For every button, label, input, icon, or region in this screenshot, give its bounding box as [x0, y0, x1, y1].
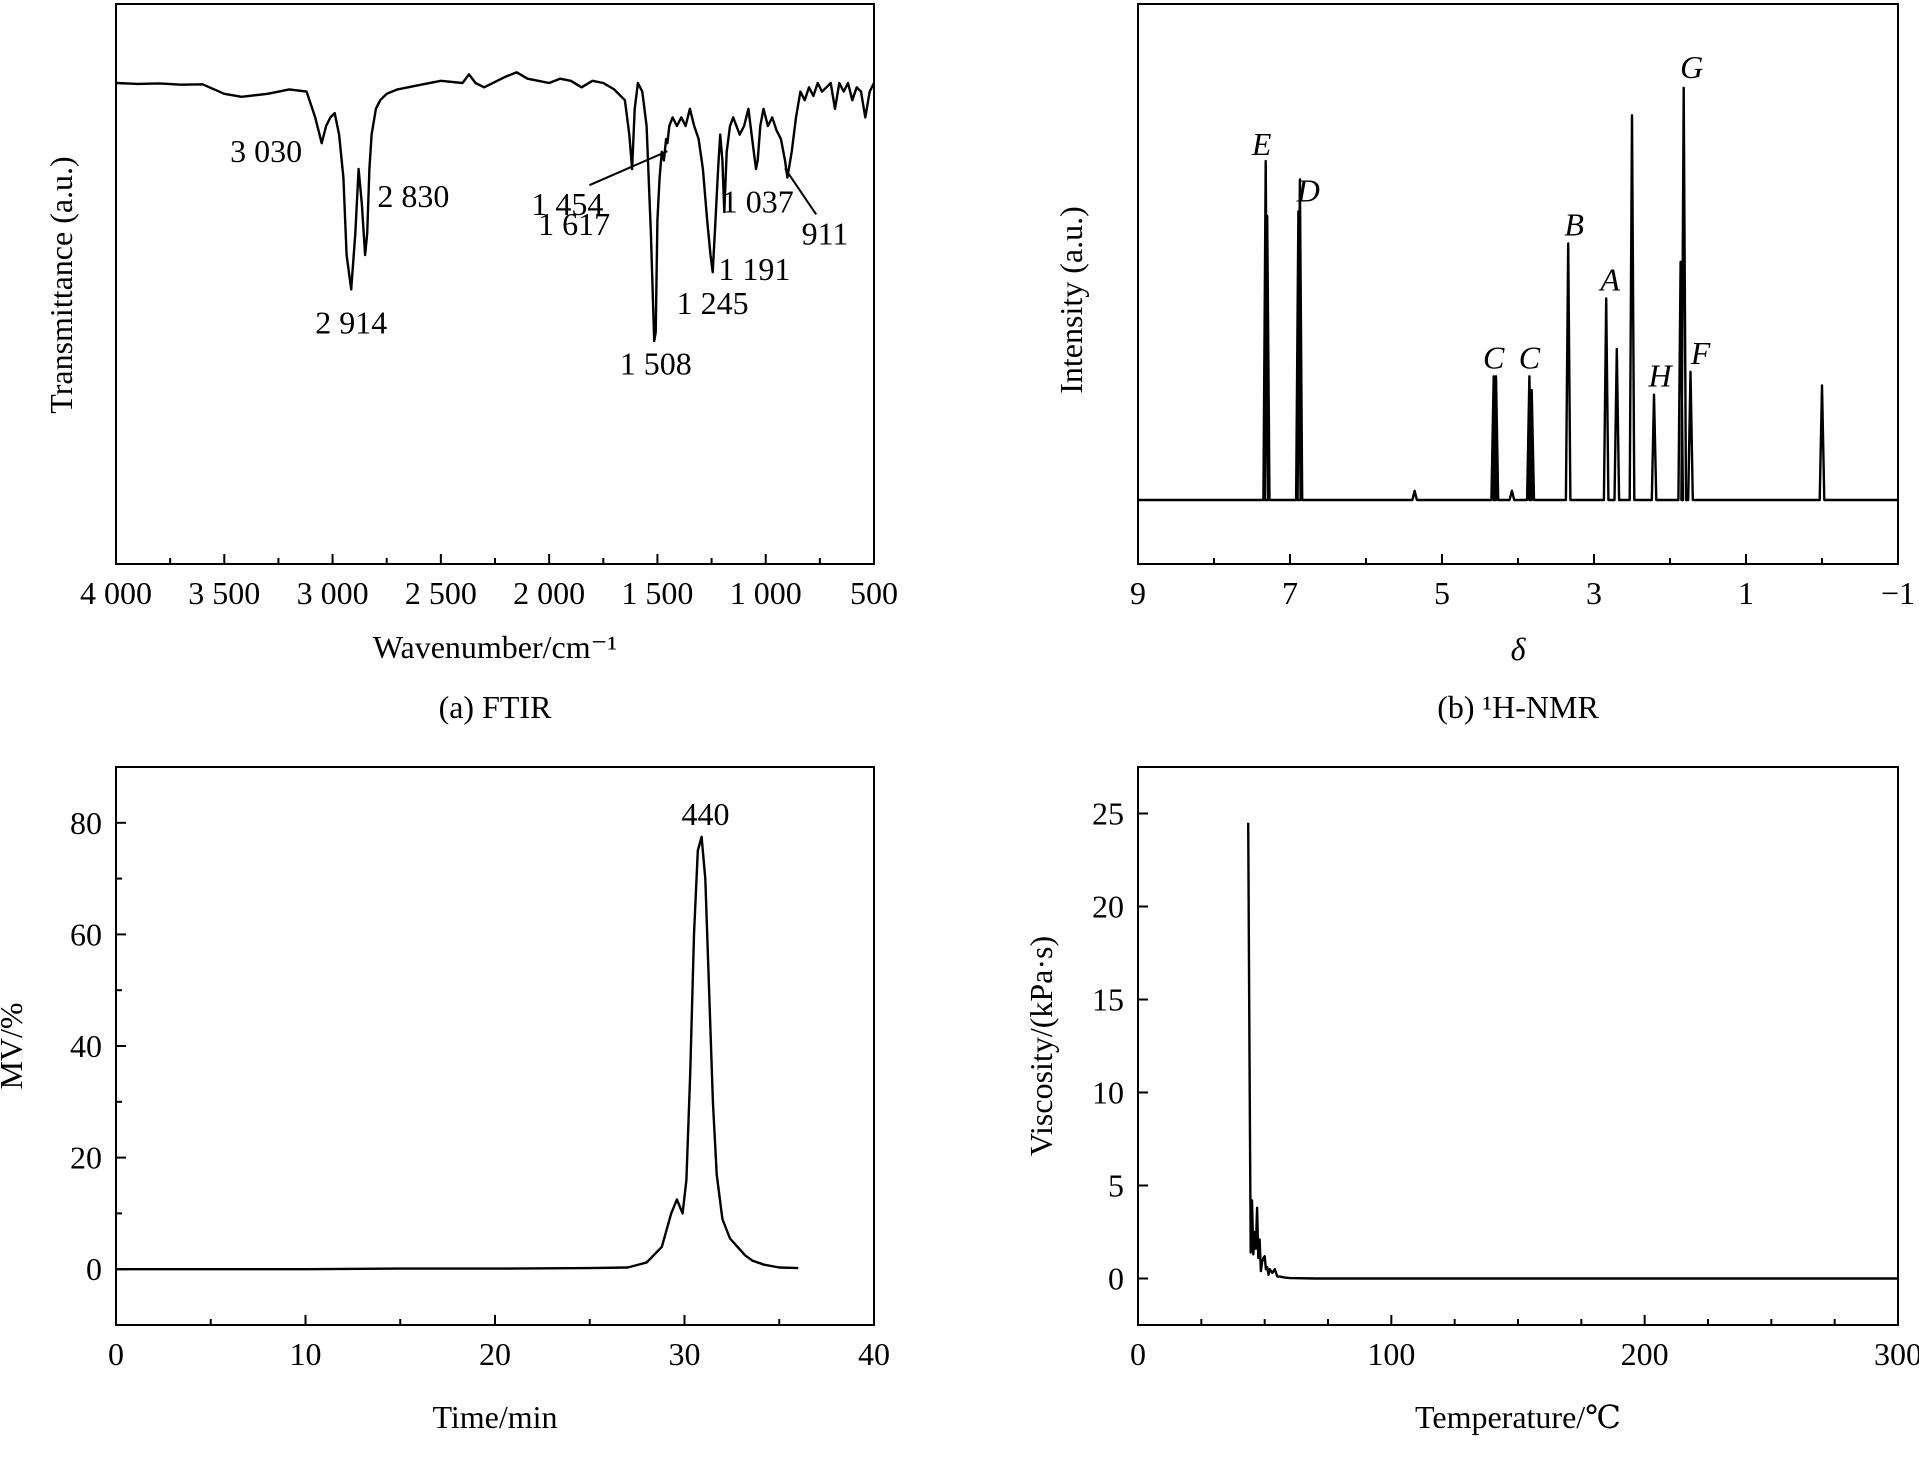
- ftir-peak-label: 1 191: [718, 251, 790, 287]
- gpc-y-tick-label: 20: [70, 1140, 102, 1176]
- nmr-x-tick-labels: 9 7 5 3 1 −1: [1130, 575, 1915, 611]
- viscosity-x-tick-label: 0: [1130, 1336, 1146, 1372]
- ftir-x-tick-label: 1 000: [730, 575, 802, 611]
- gpc-x-tick-label: 20: [479, 1336, 511, 1372]
- nmr-plot-frame: [1137, 3, 1899, 565]
- ftir-y-axis-title: Transmittance (a.u.): [43, 156, 79, 413]
- ftir-x-tick-label: 3 500: [188, 575, 260, 611]
- ftir-x-tick-label: 2 000: [513, 575, 585, 611]
- nmr-peak-label: C: [1519, 339, 1541, 375]
- gpc-x-tick-label: 30: [669, 1336, 701, 1372]
- ftir-peak-label: 1 037: [722, 183, 794, 219]
- viscosity-curve-line: [1247, 822, 1898, 1280]
- ftir-annotation-leader: [588, 150, 668, 187]
- viscosity-y-tick-label: 25: [1092, 796, 1124, 832]
- ftir-x-tick-label: 3 000: [297, 575, 369, 611]
- viscosity-y-tick-label: 20: [1092, 889, 1124, 925]
- viscosity-x-tick-label: 100: [1367, 1336, 1415, 1372]
- viscosity-x-axis-title: Temperature/℃: [1415, 1399, 1621, 1435]
- ftir-x-tick-labels: 4 000 3 500 3 000 2 500 2 000 1 500 1 000 500: [80, 575, 898, 611]
- gpc-x-tick-label: 0: [108, 1336, 124, 1372]
- gpc-panel: 0 10 20 30 40 0 20 40 60 80 440 Time/min MV/%: [0, 766, 890, 1435]
- ftir-annotation-leader: [784, 167, 818, 215]
- gpc-y-tick-label: 60: [70, 916, 102, 952]
- ftir-x-tick-label: 4 000: [80, 575, 152, 611]
- gpc-peak-label: 440: [681, 796, 729, 832]
- viscosity-y-axis-title: Viscosity/(kPa·s): [1023, 936, 1059, 1156]
- gpc-y-tick-label: 80: [70, 805, 102, 841]
- viscosity-y-tick-label: 10: [1092, 1075, 1124, 1111]
- ftir-peak-label: 911: [802, 215, 849, 251]
- ftir-peak-label: 3 030: [230, 133, 302, 169]
- gpc-y-tick-label: 40: [70, 1028, 102, 1064]
- gpc-peak-annotations: 440: [681, 796, 729, 832]
- nmr-peak-label: C: [1483, 339, 1505, 375]
- ftir-x-tick-label: 1 500: [621, 575, 693, 611]
- gpc-ticks: [115, 821, 875, 1325]
- nmr-peak-label: B: [1564, 207, 1584, 243]
- nmr-x-tick-label: −1: [1881, 575, 1915, 611]
- viscosity-y-tick-label: 5: [1108, 1168, 1124, 1204]
- nmr-x-tick-label: 5: [1434, 575, 1450, 611]
- ftir-x-tick-label: 500: [850, 575, 898, 611]
- ftir-peak-label: 1 508: [620, 345, 692, 381]
- viscosity-y-tick-label: 15: [1092, 982, 1124, 1018]
- ftir-peak-label: 1 617: [538, 206, 610, 242]
- nmr-y-axis-title: Intensity (a.u.): [1053, 206, 1089, 394]
- nmr-caption: (b) ¹H-NMR: [1437, 689, 1599, 725]
- ftir-peak-label: 2 914: [315, 304, 387, 340]
- ftir-spectrum-line: [115, 71, 876, 343]
- viscosity-y-tick-label: 0: [1108, 1261, 1124, 1297]
- nmr-panel: 9 7 5 3 1 −1 ED C C BA H G F δ Intensity (a.u.) (b)…: [1053, 3, 1915, 725]
- gpc-x-tick-label: 40: [858, 1336, 890, 1372]
- nmr-x-axis-title: δ: [1511, 631, 1527, 667]
- gpc-y-axis-title: MV/%: [0, 1002, 29, 1089]
- ftir-x-axis-title: Wavenumber/cm⁻¹: [373, 629, 617, 665]
- nmr-peak-label: G: [1680, 49, 1703, 85]
- nmr-peak-labels: ED C C BA H G F: [1251, 49, 1711, 394]
- nmr-x-ticks: [1137, 554, 1899, 564]
- gpc-plot-frame: [115, 766, 875, 1326]
- ftir-x-tick-label: 2 500: [405, 575, 477, 611]
- ftir-peak-label: 1 245: [677, 285, 749, 321]
- nmr-spectrum-line: [1138, 86, 1898, 502]
- ftir-peak-label: 2 830: [377, 178, 449, 214]
- viscosity-x-tick-label: 300: [1874, 1336, 1919, 1372]
- gpc-chromatogram-line: [116, 835, 799, 1271]
- nmr-peak-label: F: [1690, 335, 1711, 371]
- nmr-x-tick-label: 9: [1130, 575, 1146, 611]
- ftir-caption: (a) FTIR: [439, 689, 553, 725]
- gpc-x-tick-label: 10: [290, 1336, 322, 1372]
- nmr-peak-label: D: [1296, 172, 1320, 208]
- nmr-peak-label: A: [1598, 261, 1620, 297]
- ftir-x-ticks: [115, 554, 875, 564]
- viscosity-tick-labels: 0 100 200 300 0 5 10 15 20 25: [1092, 796, 1919, 1373]
- nmr-peak-label: E: [1251, 126, 1272, 162]
- gpc-tick-labels: 0 10 20 30 40 0 20 40 60 80: [70, 805, 890, 1372]
- ftir-panel: 4 000 3 500 3 000 2 500 2 000 1 500 1 000 500 3…: [43, 3, 898, 725]
- viscosity-panel: 0 100 200 300 0 5 10 15 20 25 Temperature/℃ Visco…: [1023, 766, 1919, 1435]
- nmr-x-tick-label: 3: [1586, 575, 1602, 611]
- nmr-x-tick-label: 1: [1738, 575, 1754, 611]
- ftir-peak-label: 1 454: [531, 186, 603, 222]
- viscosity-ticks: [1137, 812, 1899, 1325]
- nmr-x-tick-label: 7: [1282, 575, 1298, 611]
- gpc-x-axis-title: Time/min: [432, 1399, 557, 1435]
- nmr-peak-label: H: [1647, 358, 1673, 394]
- viscosity-x-tick-label: 200: [1621, 1336, 1669, 1372]
- gpc-y-tick-label: 0: [86, 1251, 102, 1287]
